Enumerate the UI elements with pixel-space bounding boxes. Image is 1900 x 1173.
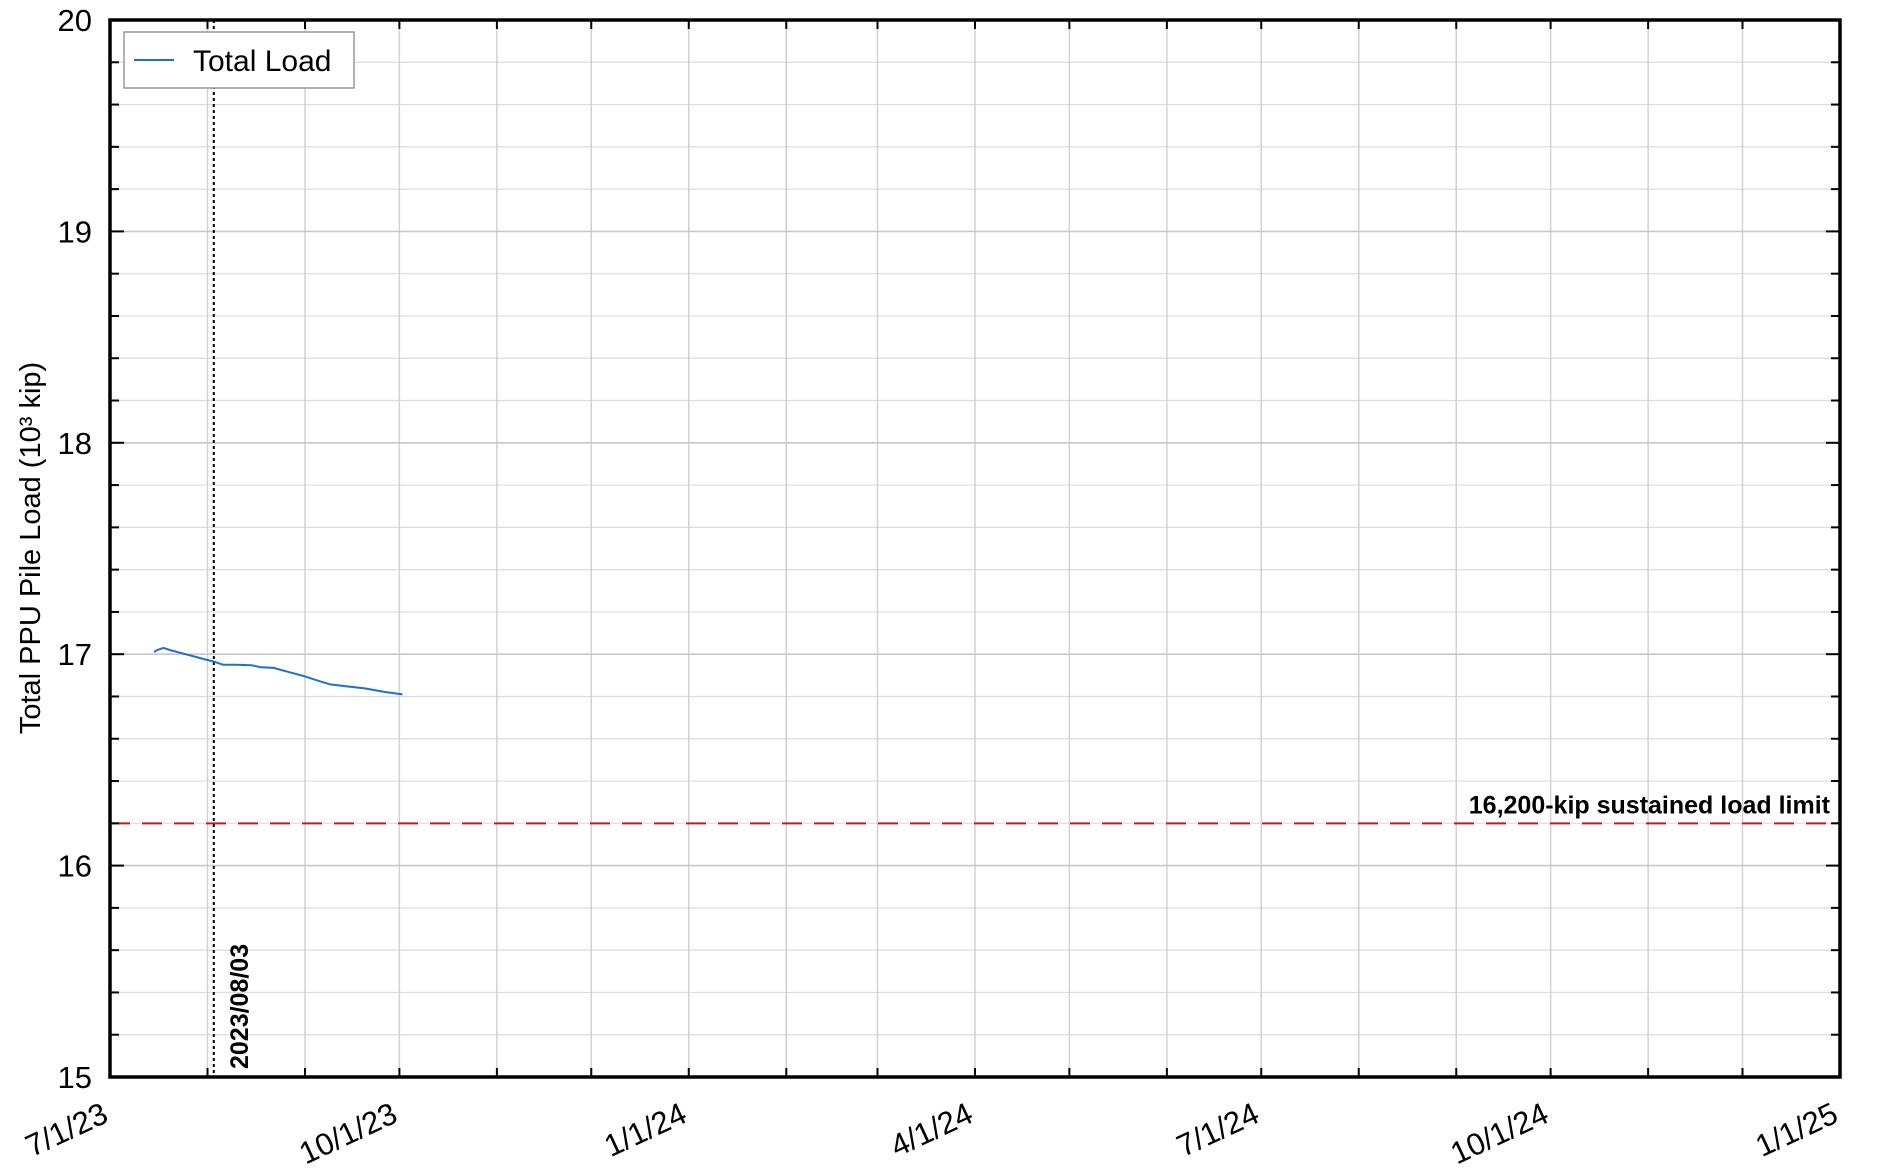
y-tick-labels: 15 16 17 18 19 20 — [58, 3, 92, 1095]
x-tick-label: 1/1/25 — [1750, 1096, 1843, 1164]
reference-lines — [110, 20, 1840, 1077]
x-tick-label: 7/1/24 — [1171, 1096, 1264, 1164]
load-limit-label: 16,200-kip sustained load limit — [1469, 791, 1831, 819]
x-tick-labels: 7/1/23 10/1/23 1/1/24 4/1/24 7/1/24 10/1/24 1/… — [20, 1096, 1843, 1171]
series-layer — [153, 646, 403, 696]
x-tick-label: 10/1/23 — [294, 1096, 403, 1171]
x-tick-label: 4/1/24 — [885, 1096, 978, 1164]
legend: Total Load — [123, 31, 355, 89]
x-tick-label: 7/1/23 — [20, 1096, 113, 1164]
y-tick-label: 15 — [58, 1060, 92, 1095]
event-date-label: 2023/08/03 — [226, 944, 254, 1069]
x-tick-label: 10/1/24 — [1445, 1096, 1554, 1171]
y-tick-label: 19 — [58, 214, 92, 249]
series-line-total-load — [153, 646, 403, 696]
axis-ticks — [109, 19, 1841, 1078]
annotations: 16,200-kip sustained load limit 2023/08/0… — [226, 791, 1831, 1069]
y-axis-label: Total PPU Pile Load (10³ kip) — [15, 362, 47, 734]
y-tick-label: 17 — [58, 637, 92, 672]
y-tick-label: 20 — [58, 3, 92, 38]
x-tick-label: 1/1/24 — [599, 1096, 692, 1164]
y-tick-label: 16 — [58, 849, 92, 884]
legend-entry-total-load: Total Load — [193, 45, 331, 78]
y-tick-label: 18 — [58, 426, 92, 461]
major-gridlines — [109, 19, 1841, 1078]
